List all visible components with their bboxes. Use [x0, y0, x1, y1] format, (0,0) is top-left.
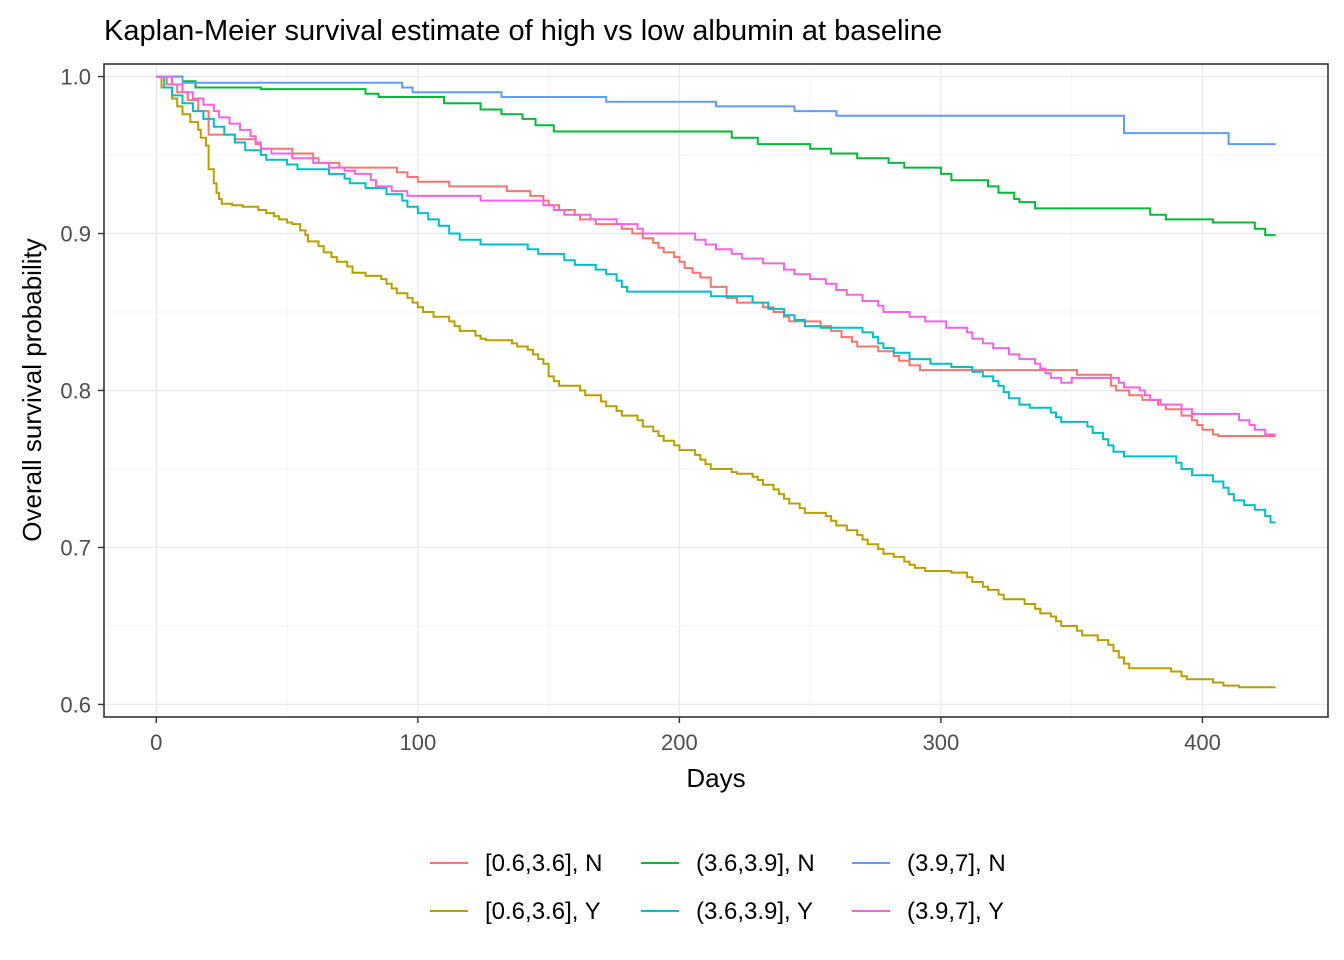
y-axis: 0.6 0.7 0.8 0.9 1.0 — [60, 65, 104, 717]
x-tick-label: 200 — [661, 730, 698, 755]
series-line-3-6-3-9-y — [156, 75, 1276, 524]
legend-label: [0.6,3.6], N — [485, 850, 602, 877]
y-tick-label: 0.9 — [60, 222, 91, 247]
legend-label: (3.9,7], Y — [907, 898, 1004, 925]
x-tick-label: 100 — [399, 730, 436, 755]
series-line-3-9-7-n — [156, 75, 1276, 146]
legend-label: (3.6,3.9], Y — [696, 898, 813, 925]
legend-label: (3.9,7], N — [907, 850, 1006, 877]
x-axis-title: Days — [686, 763, 745, 793]
y-tick-label: 0.7 — [60, 535, 91, 560]
series-line-0-6-3-6-y — [156, 75, 1276, 689]
x-tick-label: 0 — [150, 730, 162, 755]
legend-label: [0.6,3.6], Y — [485, 898, 601, 925]
chart-title: Kaplan-Meier survival estimate of high v… — [104, 15, 942, 47]
legend-label: (3.6,3.9], N — [696, 850, 815, 877]
series-line-3-9-7-y — [156, 75, 1276, 436]
legend: [0.6,3.6], N [0.6,3.6], Y (3.6,3.9], N (3.6… — [430, 850, 1006, 925]
y-axis-title: Overall survival probability — [17, 238, 47, 541]
survival-curves — [156, 75, 1276, 689]
y-tick-label: 0.6 — [60, 692, 91, 717]
y-tick-label: 1.0 — [60, 65, 91, 90]
series-line-3-6-3-9-n — [156, 75, 1276, 237]
x-tick-label: 400 — [1184, 730, 1221, 755]
y-tick-label: 0.8 — [60, 379, 91, 404]
x-axis: 0 100 200 300 400 — [150, 717, 1221, 755]
x-tick-label: 300 — [923, 730, 960, 755]
